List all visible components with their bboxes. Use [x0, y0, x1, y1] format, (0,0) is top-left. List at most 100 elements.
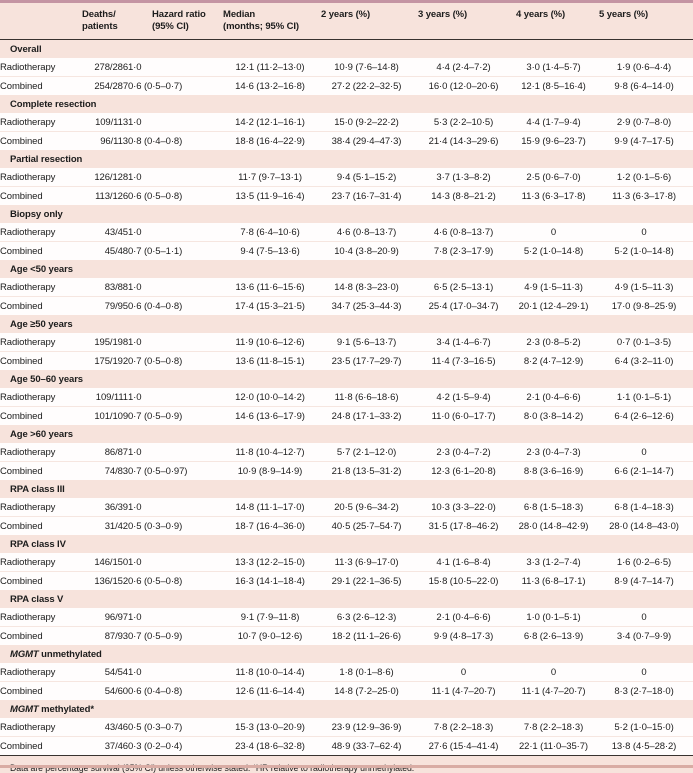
table-cell: 9·9 (4·7–17·5) [595, 131, 693, 150]
column-header-rowlabel [0, 3, 82, 40]
table-cell: 16·3 (14·1–18·4) [222, 571, 318, 590]
table-cell: 14·8 (8·3–23·0) [318, 278, 415, 297]
section-header-row: MGMT unmethylated [0, 645, 693, 663]
table-cell: 1·2 (0·1–5·6) [595, 168, 693, 187]
table-cell: 0·8 (0·4–0·8) [128, 131, 222, 150]
table-cell: 13·6 (11·6–15·6) [222, 278, 318, 297]
table-cell: 1·0 [128, 223, 222, 242]
table-cell: 87/93 [82, 626, 128, 645]
row-label: Radiotherapy [0, 718, 82, 737]
table-row: Combined 175/192 0·7 (0·5–0·8) 13·6 (11·8–1… [0, 351, 693, 370]
table-cell: 18·7 (16·4–36·0) [222, 516, 318, 535]
table-cell: 9·4 (7·5–13·6) [222, 241, 318, 260]
table-cell: 31/42 [82, 516, 128, 535]
table-cell: 13·6 (11·8–15·1) [222, 351, 318, 370]
section-header-row: Age >60 years [0, 425, 693, 443]
table-cell: 11·9 (10·6–12·6) [222, 333, 318, 352]
table-cell: 0·7 (0·5–0·97) [128, 461, 222, 480]
table-row: Combined 87/93 0·7 (0·5–0·9) 10·7 (9·0–12·6… [0, 626, 693, 645]
table-cell: 21·8 (13·5–31·2) [318, 461, 415, 480]
section-title: RPA class III [10, 483, 65, 495]
table-cell: 15·9 (9·6–23·7) [512, 131, 595, 150]
column-header-median: Median (months; 95% CI) [222, 3, 318, 40]
row-label: Combined [0, 186, 82, 205]
table-cell: 11·1 (4·7–20·7) [415, 681, 512, 700]
table-cell: 1·0 [128, 168, 222, 187]
table-cell: 10·4 (3·8–20·9) [318, 241, 415, 260]
table-row: Combined 54/60 0·6 (0·4–0·8) 12·6 (11·6–14·… [0, 681, 693, 700]
column-header-4-years: 4 years (%) [512, 3, 595, 40]
table-cell: 1·1 (0·1–5·1) [595, 388, 693, 407]
table-cell: 86/87 [82, 443, 128, 462]
table-cell: 74/83 [82, 461, 128, 480]
table-cell: 6·6 (2·1–14·7) [595, 461, 693, 480]
table-cell: 12·3 (6·1–20·8) [415, 461, 512, 480]
table-row: Radiotherapy 83/88 1·0 13·6 (11·6–15·6) 14·8… [0, 278, 693, 297]
table-cell: 25·4 (17·0–34·7) [415, 296, 512, 315]
table-cell: 4·1 (1·6–8·4) [415, 553, 512, 572]
section-header-row: Overall [0, 40, 693, 59]
table-cell: 9·9 (4·8–17·3) [415, 626, 512, 645]
table-cell: 10·3 (3·3–22·0) [415, 498, 512, 517]
row-label: Combined [0, 736, 82, 756]
row-label: Combined [0, 571, 82, 590]
table-row: Radiotherapy 43/45 1·0 7·8 (6·4–10·6) 4·6 (0… [0, 223, 693, 242]
table-cell: 13·8 (4·5–28·2) [595, 736, 693, 756]
table-row: Radiotherapy 146/150 1·0 13·3 (12·2–15·0) 11… [0, 553, 693, 572]
row-label: Radiotherapy [0, 608, 82, 627]
row-label: Combined [0, 626, 82, 645]
table-row: Radiotherapy 126/128 1·0 11·7 (9·7–13·1) 9·4… [0, 168, 693, 187]
table-cell: 0·6 (0·4–0·8) [128, 296, 222, 315]
table-cell: 5·2 (1·0–14·8) [595, 241, 693, 260]
section-header-row: MGMT methylated* [0, 700, 693, 718]
table-cell: 0·6 (0·5–0·8) [128, 186, 222, 205]
section-title: Partial resection [10, 153, 83, 165]
table-row: Combined 136/152 0·6 (0·5–0·8) 16·3 (14·1–1… [0, 571, 693, 590]
section-header-row: RPA class IV [0, 535, 693, 553]
table-cell: 7·8 (2·2–18·3) [415, 718, 512, 737]
table-cell: 45/48 [82, 241, 128, 260]
table-cell: 29·1 (22·1–36·5) [318, 571, 415, 590]
table-cell: 16·0 (12·0–20·6) [415, 76, 512, 95]
table-cell: 1·9 (0·6–4·4) [595, 58, 693, 77]
table-cell: 3·4 (0·7–9·9) [595, 626, 693, 645]
table-cell: 13·5 (11·9–16·4) [222, 186, 318, 205]
row-label: Radiotherapy [0, 223, 82, 242]
table-cell: 2·3 (0·4–7·2) [415, 443, 512, 462]
table-cell: 34·7 (25·3–44·3) [318, 296, 415, 315]
table-cell: 1·0 [128, 388, 222, 407]
table-cell: 28·0 (14·8–42·9) [512, 516, 595, 535]
table-cell: 126/128 [82, 168, 128, 187]
table-cell: 28·0 (14·8–43·0) [595, 516, 693, 535]
table-cell: 4·6 (0·8–13·7) [415, 223, 512, 242]
table-row: Radiotherapy 278/286 1·0 12·1 (11·2–13·0) 10… [0, 58, 693, 77]
row-label: Radiotherapy [0, 388, 82, 407]
table-cell: 1·0 [128, 58, 222, 77]
section-header-row: Age <50 years [0, 260, 693, 278]
table-cell: 113/126 [82, 186, 128, 205]
table-cell: 18·2 (11·1–26·6) [318, 626, 415, 645]
table-cell: 3·4 (1·4–6·7) [415, 333, 512, 352]
table-cell: 3·0 (1·4–5·7) [512, 58, 595, 77]
column-header-hazard-ratio: Hazard ratio (95% CI) [128, 3, 222, 40]
table-cell: 15·8 (10·5–22·0) [415, 571, 512, 590]
table-cell: 96/113 [82, 131, 128, 150]
table-cell: 20·5 (9·6–34·2) [318, 498, 415, 517]
table-cell: 254/287 [82, 76, 128, 95]
table-cell: 2·5 (0·6–7·0) [512, 168, 595, 187]
table-cell: 11·7 (9·7–13·1) [222, 168, 318, 187]
table-cell: 43/45 [82, 223, 128, 242]
table-row: Combined 101/109 0·7 (0·5–0·9) 14·6 (13·6–1… [0, 406, 693, 425]
table-cell: 5·2 (1·0–15·0) [595, 718, 693, 737]
table-cell: 36/39 [82, 498, 128, 517]
table-cell: 1·0 [128, 333, 222, 352]
table-row: Combined 37/46 0·3 (0·2–0·4) 23·4 (18·6–32·… [0, 736, 693, 756]
row-label: Combined [0, 406, 82, 425]
section-title: MGMT unmethylated [10, 648, 102, 660]
table-row: Combined 31/42 0·5 (0·3–0·9) 18·7 (16·4–36·… [0, 516, 693, 535]
row-label: Combined [0, 76, 82, 95]
row-label: Radiotherapy [0, 498, 82, 517]
table-cell: 23·9 (12·9–36·9) [318, 718, 415, 737]
table-cell: 0·6 (0·5–0·8) [128, 571, 222, 590]
table-cell: 2·9 (0·7–8·0) [595, 113, 693, 132]
